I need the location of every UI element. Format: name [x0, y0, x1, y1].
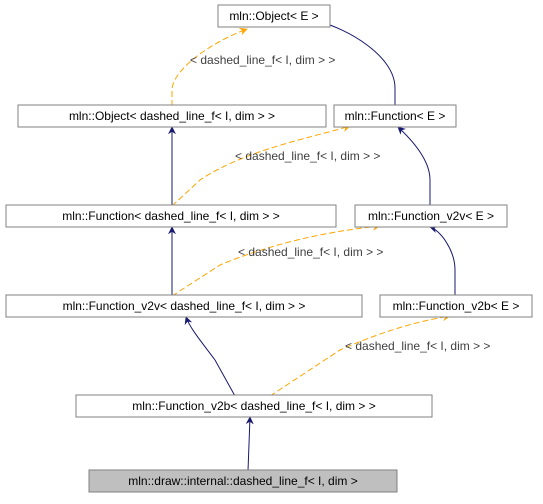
class-node-label: mln::Function_v2b< E >: [393, 299, 520, 313]
edge-label: < dashed_line_f< I, dim > >: [238, 245, 383, 259]
class-node-label: mln::Function< E >: [345, 109, 446, 123]
edge-label: < dashed_line_f< I, dim > >: [190, 53, 335, 67]
edge: [398, 127, 430, 206]
class-node-label: mln::draw::internal::dashed_line_f< I, d…: [128, 474, 357, 488]
class-node-label: mln::Function_v2b< dashed_line_f< I, dim…: [132, 399, 376, 413]
edge: [270, 316, 450, 396]
edge-label: < dashed_line_f< I, dim > >: [345, 339, 490, 353]
edge: [248, 417, 250, 471]
class-node-label: mln::Object< E >: [229, 9, 318, 23]
edge-label: < dashed_line_f< I, dim > >: [235, 149, 380, 163]
edge: [172, 226, 380, 296]
class-node-label: mln::Object< dashed_line_f< I, dim > >: [69, 109, 275, 123]
class-node-label: mln::Function_v2v< dashed_line_f< I, dim…: [63, 299, 306, 313]
edge: [430, 227, 455, 296]
edge: [172, 126, 350, 206]
class-node-label: mln::Function< dashed_line_f< I, dim > >: [62, 209, 279, 223]
edge: [172, 29, 247, 106]
class-node-label: mln::Function_v2v< E >: [368, 209, 494, 223]
edge: [186, 317, 235, 396]
